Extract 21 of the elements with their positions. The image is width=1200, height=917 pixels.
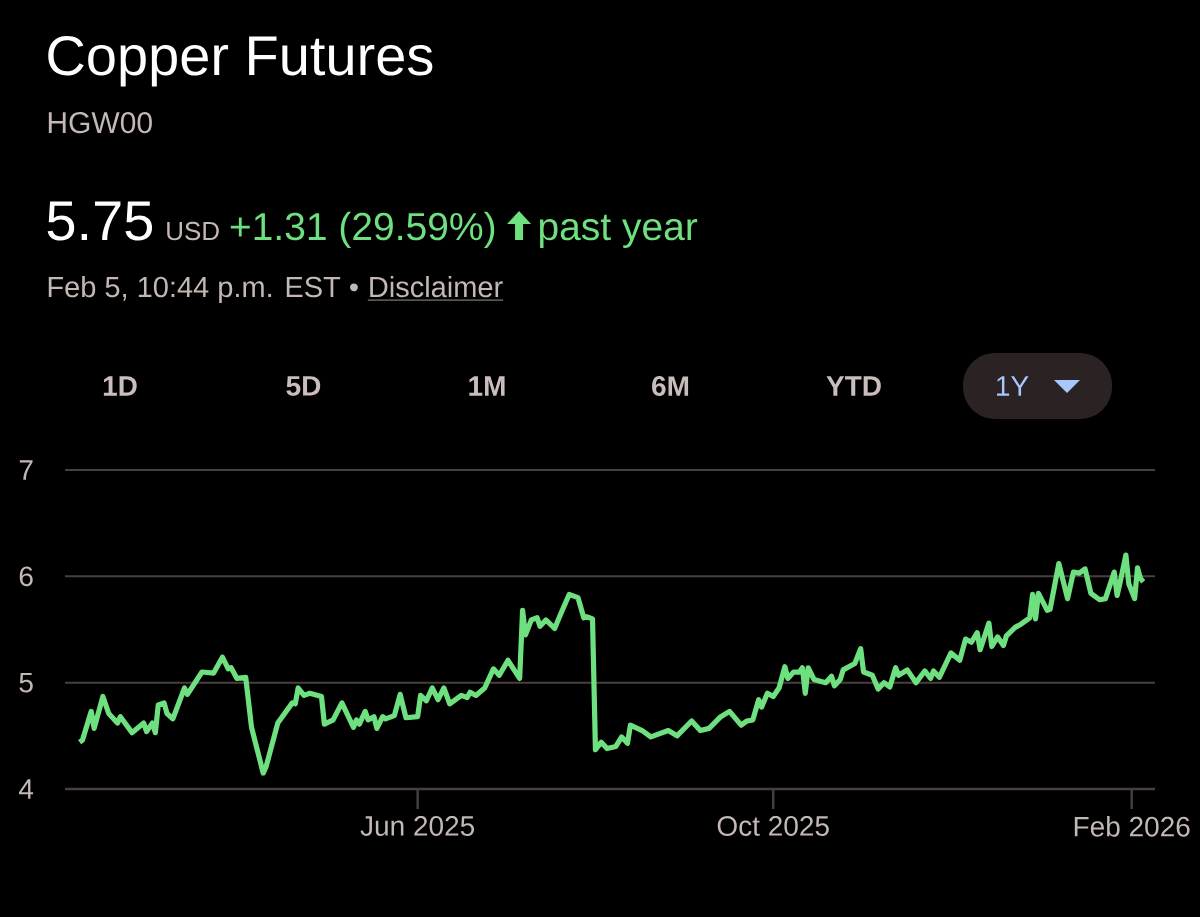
text: Feb 5, 10:44 p.m. EST • <box>48 275 358 304</box>
text: past year <box>539 214 698 249</box>
text: 5D <box>286 376 321 396</box>
text: 6M <box>652 376 689 396</box>
chart-title: Copper Futures <box>48 35 433 87</box>
y-tick-label: 4 <box>18 779 34 799</box>
chart-subtitle: HGW00 <box>48 112 152 134</box>
text: 1Y <box>997 376 1029 396</box>
x-tick-label: Jun 2025 <box>360 816 475 836</box>
y-tick-label: 5 <box>19 672 33 693</box>
x-tick-label: Feb 2026 <box>1074 816 1190 837</box>
y-tick-label: 7 <box>19 460 33 480</box>
text: +1.31 (29.59%) <box>230 211 495 249</box>
text: YTD <box>826 376 881 396</box>
text: 1D <box>103 376 137 396</box>
text: 1M <box>469 376 505 396</box>
y-tick-label: 6 <box>19 566 33 587</box>
x-tick-label: Oct 2025 <box>717 816 829 836</box>
text: USD <box>167 221 219 241</box>
text: Disclaimer <box>370 275 503 298</box>
text: 5.75 <box>47 201 153 241</box>
